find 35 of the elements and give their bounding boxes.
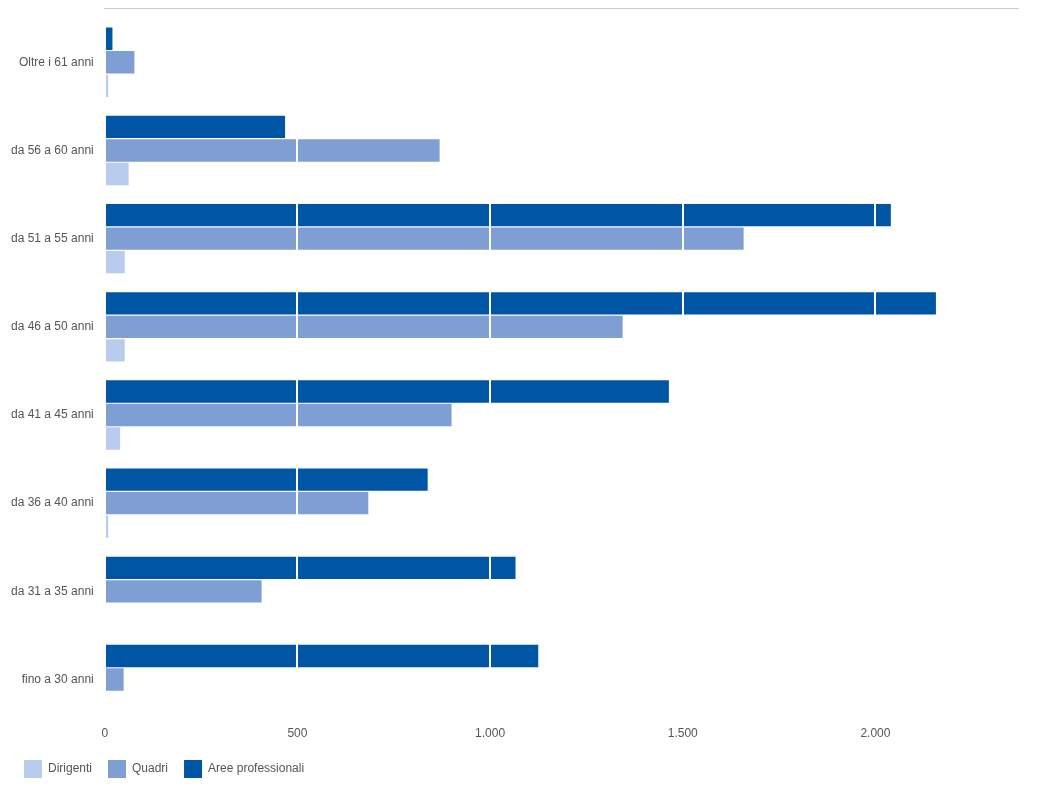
bar [105, 292, 936, 315]
x-tick-label: 0 [101, 726, 109, 741]
x-tick-label: 2.000 [860, 726, 891, 741]
bar [105, 403, 452, 427]
bar [105, 580, 262, 603]
y-tick-label: Oltre i 61 anni [19, 54, 94, 69]
y-tick-label: da 31 a 35 anni [10, 583, 94, 598]
y-tick-label: da 46 a 50 anni [10, 319, 94, 334]
bar [105, 51, 135, 74]
x-tick-label: 1.000 [475, 726, 506, 741]
bar [105, 315, 623, 338]
bar [105, 162, 129, 186]
bar [105, 203, 891, 227]
legend-label: Aree professionali [208, 761, 305, 776]
bar [105, 668, 124, 691]
bar [105, 427, 121, 450]
bar [105, 139, 440, 162]
bar [105, 380, 669, 403]
bar [105, 556, 516, 579]
x-tick-label: 500 [287, 726, 308, 741]
bar [105, 339, 125, 362]
y-tick-label: da 36 a 40 anni [10, 495, 94, 510]
legend-label: Quadri [132, 761, 169, 776]
bar [105, 644, 539, 668]
bar [105, 227, 744, 250]
bar [105, 250, 125, 274]
x-tick-label: 1.500 [667, 726, 699, 741]
legend-label: Dirigenti [48, 761, 93, 776]
y-tick-label: da 41 a 45 anni [10, 407, 94, 422]
y-tick-label: da 56 a 60 anni [10, 142, 94, 157]
bar [105, 468, 428, 491]
y-tick-label: fino a 30 anni [21, 671, 94, 686]
bar [105, 115, 286, 139]
bar [105, 491, 369, 515]
y-tick-label: da 51 a 55 anni [10, 230, 94, 245]
